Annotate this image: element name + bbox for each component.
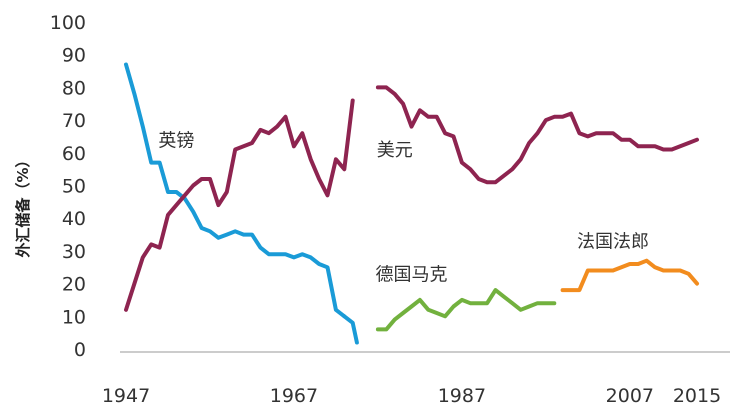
y-tick-label: 30 xyxy=(62,241,86,263)
y-tick-label: 60 xyxy=(62,143,86,165)
series-annotation-label: 法国法郎 xyxy=(577,232,649,253)
y-tick-label: 40 xyxy=(62,208,86,230)
series-line-5 xyxy=(560,258,699,293)
x-tick-label: 1947 xyxy=(102,385,150,407)
series-line-3 xyxy=(375,85,699,185)
y-axis-label: 外汇储备（%） xyxy=(14,152,32,258)
series-annotation-label: 德国马克 xyxy=(376,264,448,285)
x-tick-label: 1987 xyxy=(438,385,486,407)
y-tick-label: 0 xyxy=(74,339,86,361)
x-axis-ticks: 1947 1967 1987 2007 2015 xyxy=(102,385,721,407)
x-tick-label: 1967 xyxy=(270,385,318,407)
series-line-2 xyxy=(124,98,355,312)
series-line-4 xyxy=(375,288,557,332)
series-line-1 xyxy=(342,314,359,345)
y-tick-label: 50 xyxy=(62,176,86,198)
x-tick-label: 2015 xyxy=(673,385,721,407)
series-annotation-label: 美元 xyxy=(377,140,413,161)
y-axis-ticks: 0 10 20 30 40 50 60 70 80 90 100 xyxy=(50,12,86,361)
y-tick-label: 100 xyxy=(50,12,86,34)
y-tick-label: 80 xyxy=(62,77,86,99)
series-line-0 xyxy=(124,62,347,319)
y-tick-label: 10 xyxy=(62,306,86,328)
y-tick-label: 70 xyxy=(62,110,86,132)
series-annotation-label: 英镑 xyxy=(158,130,194,151)
series-lines xyxy=(124,62,699,345)
x-tick-label: 2007 xyxy=(606,385,654,407)
y-tick-label: 90 xyxy=(62,45,86,67)
y-tick-label: 20 xyxy=(62,274,86,296)
